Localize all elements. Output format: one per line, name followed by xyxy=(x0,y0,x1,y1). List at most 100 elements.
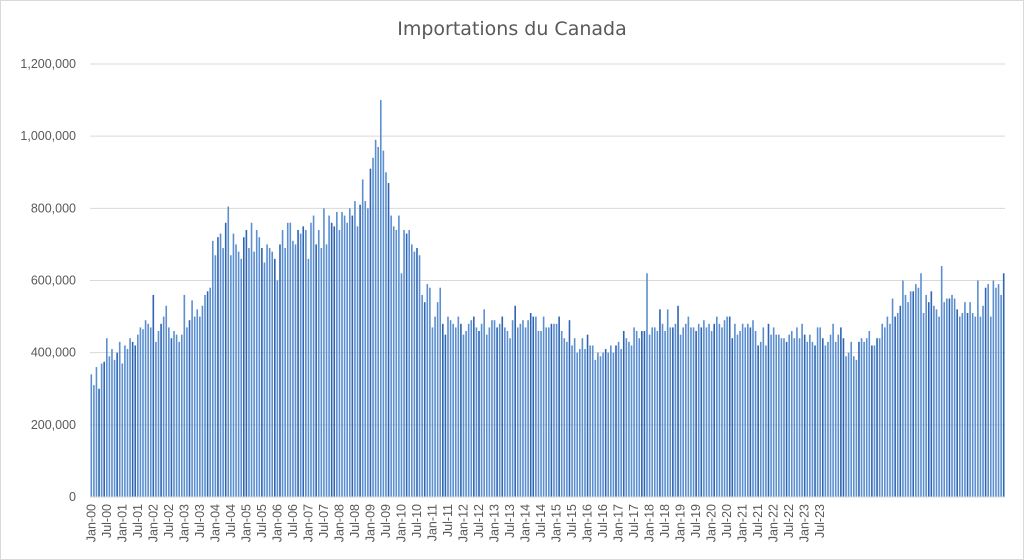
bars xyxy=(90,100,1005,498)
bar xyxy=(628,341,630,497)
bar xyxy=(162,316,165,497)
bar xyxy=(498,323,501,497)
x-tick-label: Jan-07 xyxy=(301,504,315,542)
bar xyxy=(816,327,819,497)
bar xyxy=(274,258,276,497)
x-tick-label: Jul-19 xyxy=(689,504,703,538)
bar xyxy=(224,222,227,497)
bar xyxy=(891,298,894,497)
bar xyxy=(116,352,118,497)
bar xyxy=(785,341,788,497)
x-tick-label: Jul-14 xyxy=(534,504,548,538)
bar xyxy=(651,327,653,497)
bar xyxy=(281,229,284,498)
bar xyxy=(222,248,224,497)
bar xyxy=(131,341,134,497)
bar xyxy=(837,334,840,498)
bar xyxy=(648,334,651,498)
bar xyxy=(124,345,126,497)
bar xyxy=(597,352,599,497)
bar xyxy=(385,172,387,497)
bar xyxy=(532,316,535,497)
bar xyxy=(346,222,348,497)
bar xyxy=(754,331,757,497)
bar xyxy=(299,233,302,497)
y-tick-label: 600,000 xyxy=(31,274,76,288)
bar xyxy=(149,327,152,497)
bar xyxy=(788,334,790,498)
bar xyxy=(449,320,452,497)
bar xyxy=(566,341,568,497)
bar xyxy=(199,316,201,497)
bar xyxy=(935,309,938,497)
bar xyxy=(625,338,628,497)
bar xyxy=(881,323,884,497)
bar xyxy=(279,244,281,497)
bar xyxy=(214,255,217,497)
bar xyxy=(581,338,584,497)
bar xyxy=(716,316,718,497)
bar xyxy=(418,255,421,497)
bar xyxy=(493,320,496,497)
bar xyxy=(705,327,708,497)
bar xyxy=(987,284,989,497)
bar xyxy=(106,338,108,497)
bar xyxy=(147,323,149,497)
x-tick-label: Jul-03 xyxy=(193,504,207,538)
bar xyxy=(878,338,881,497)
bar xyxy=(271,251,274,497)
x-tick-label: Jul-00 xyxy=(100,504,114,538)
bar xyxy=(684,323,687,497)
bar xyxy=(977,280,979,497)
bar xyxy=(137,334,139,498)
bar xyxy=(395,229,398,498)
bar xyxy=(940,266,943,497)
bar xyxy=(444,334,447,498)
bar xyxy=(522,320,524,497)
bar xyxy=(547,327,550,497)
bar xyxy=(398,215,400,498)
bar xyxy=(168,327,170,497)
bar xyxy=(351,215,354,498)
bar xyxy=(677,305,679,497)
bar xyxy=(594,359,597,497)
bar xyxy=(915,284,917,497)
bar xyxy=(361,179,364,497)
bar xyxy=(907,302,909,497)
bar xyxy=(700,327,703,497)
bar xyxy=(778,334,780,498)
bar xyxy=(193,316,196,497)
bar xyxy=(865,338,868,497)
bar xyxy=(852,356,855,497)
bar xyxy=(201,305,204,497)
bar xyxy=(315,244,317,497)
bar xyxy=(563,338,566,497)
bar xyxy=(953,298,956,497)
bar xyxy=(426,284,429,497)
bar xyxy=(672,327,674,497)
bar xyxy=(984,287,987,497)
bar xyxy=(111,349,113,497)
bar xyxy=(827,341,829,497)
bar xyxy=(989,316,992,497)
bar xyxy=(708,323,710,497)
bar xyxy=(664,331,666,497)
bar xyxy=(408,229,411,498)
x-tick-label: Jan-19 xyxy=(674,504,688,542)
bar xyxy=(943,302,946,497)
bar xyxy=(460,323,462,497)
bar xyxy=(622,331,625,497)
bar xyxy=(1002,273,1005,497)
bar xyxy=(586,334,589,498)
bar xyxy=(930,291,933,497)
bar xyxy=(995,287,997,497)
bar xyxy=(465,331,467,497)
bar xyxy=(297,229,299,498)
bar xyxy=(571,345,573,497)
bar xyxy=(485,334,488,498)
bar xyxy=(695,331,697,497)
bar xyxy=(263,262,266,497)
bar xyxy=(439,287,442,497)
bar xyxy=(413,251,416,497)
